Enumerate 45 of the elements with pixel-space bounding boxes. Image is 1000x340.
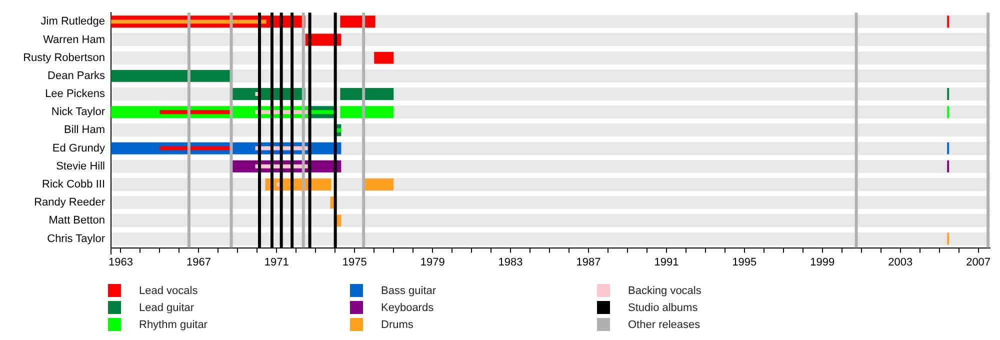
legend-label: Lead vocals <box>139 284 198 296</box>
x-tick-label: 1983 <box>498 256 523 268</box>
bar <box>160 146 232 150</box>
y-tick-label: Rusty Robertson <box>23 52 105 64</box>
bar <box>340 88 394 100</box>
x-tick-label: 1987 <box>576 256 601 268</box>
x-tick-label: 1971 <box>264 256 289 268</box>
x-tick-label: 1975 <box>342 256 367 268</box>
x-tick-label: 2003 <box>888 256 913 268</box>
bar <box>364 178 394 190</box>
legend-label: Drums <box>381 318 414 330</box>
x-tick-label: 1999 <box>810 256 835 268</box>
legend-label: Other releases <box>628 318 700 330</box>
x-tick-label: 1991 <box>654 256 679 268</box>
x-tick-label: 2007 <box>966 256 991 268</box>
bar <box>160 110 232 114</box>
y-tick-label: Lee Pickens <box>45 88 106 100</box>
y-tick-label: Jim Rutledge <box>40 16 105 28</box>
bar <box>255 92 258 96</box>
y-tick-label: Rick Cobb III <box>42 178 105 191</box>
y-tick-label: Chris Taylor <box>47 232 106 245</box>
bar <box>340 106 394 118</box>
bar <box>111 20 266 24</box>
bar <box>111 70 232 82</box>
y-tick-label: Ed Grundy <box>52 142 106 154</box>
legend-label: Lead guitar <box>139 302 194 314</box>
x-tick-label: 1995 <box>732 256 757 268</box>
x-tick-label: 1979 <box>420 256 445 268</box>
y-tick-label: Stevie Hill <box>56 160 105 172</box>
bar <box>374 52 394 64</box>
y-tick-label: Matt Betton <box>48 214 105 227</box>
legend-label: Studio albums <box>628 302 698 314</box>
x-tick-label: 1963 <box>108 256 133 268</box>
bar <box>276 182 280 186</box>
x-tick-label: 1967 <box>186 256 211 268</box>
y-tick-label: Dean Parks <box>48 70 106 82</box>
legend-label: Bass guitar <box>381 284 436 296</box>
y-tick-label: Randy Reeder <box>34 196 106 209</box>
y-tick-label: Warren Ham <box>43 34 105 46</box>
bar <box>340 16 376 28</box>
y-tick-label: Bill Ham <box>64 124 105 136</box>
legend-label: Keyboards <box>381 302 434 314</box>
legend-label: Backing vocals <box>628 284 702 296</box>
legend-label: Rhythm guitar <box>139 318 208 330</box>
y-tick-label: Nick Taylor <box>51 106 106 118</box>
